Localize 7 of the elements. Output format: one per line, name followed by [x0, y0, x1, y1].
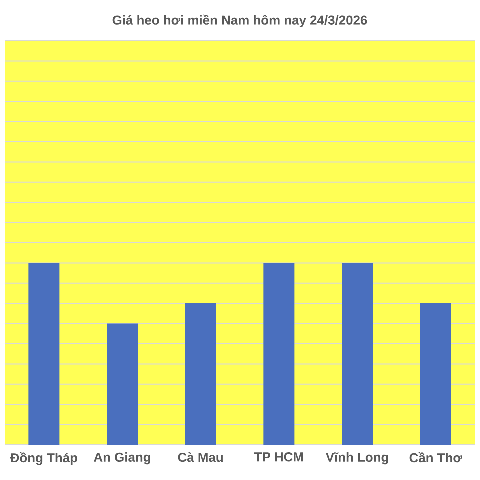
- x-tick-label: Cần Thơ: [410, 452, 462, 463]
- x-tick-label: Cà Mau: [178, 452, 223, 462]
- x-tick-label: An Giang: [94, 452, 150, 465]
- x-tick-label: TP HCM: [254, 452, 304, 462]
- x-tick-label: Vĩnh Long: [326, 452, 388, 465]
- chart-title: Giá heo hơi miền Nam hôm nay 24/3/2026: [112, 14, 368, 28]
- x-tick-label: Đồng Tháp: [10, 452, 78, 466]
